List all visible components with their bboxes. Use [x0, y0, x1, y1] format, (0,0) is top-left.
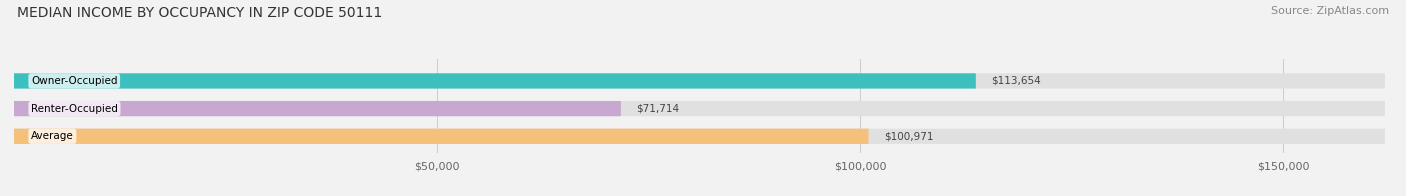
FancyBboxPatch shape: [14, 73, 1385, 89]
Text: $71,714: $71,714: [636, 104, 679, 114]
Text: Source: ZipAtlas.com: Source: ZipAtlas.com: [1271, 6, 1389, 16]
Text: Renter-Occupied: Renter-Occupied: [31, 104, 118, 114]
FancyBboxPatch shape: [14, 73, 976, 89]
FancyBboxPatch shape: [14, 129, 869, 144]
Text: $100,971: $100,971: [884, 131, 934, 141]
Text: MEDIAN INCOME BY OCCUPANCY IN ZIP CODE 50111: MEDIAN INCOME BY OCCUPANCY IN ZIP CODE 5…: [17, 6, 382, 20]
FancyBboxPatch shape: [14, 129, 1385, 144]
Text: Owner-Occupied: Owner-Occupied: [31, 76, 118, 86]
Text: Average: Average: [31, 131, 73, 141]
FancyBboxPatch shape: [14, 101, 621, 116]
FancyBboxPatch shape: [14, 101, 1385, 116]
Text: $113,654: $113,654: [991, 76, 1040, 86]
